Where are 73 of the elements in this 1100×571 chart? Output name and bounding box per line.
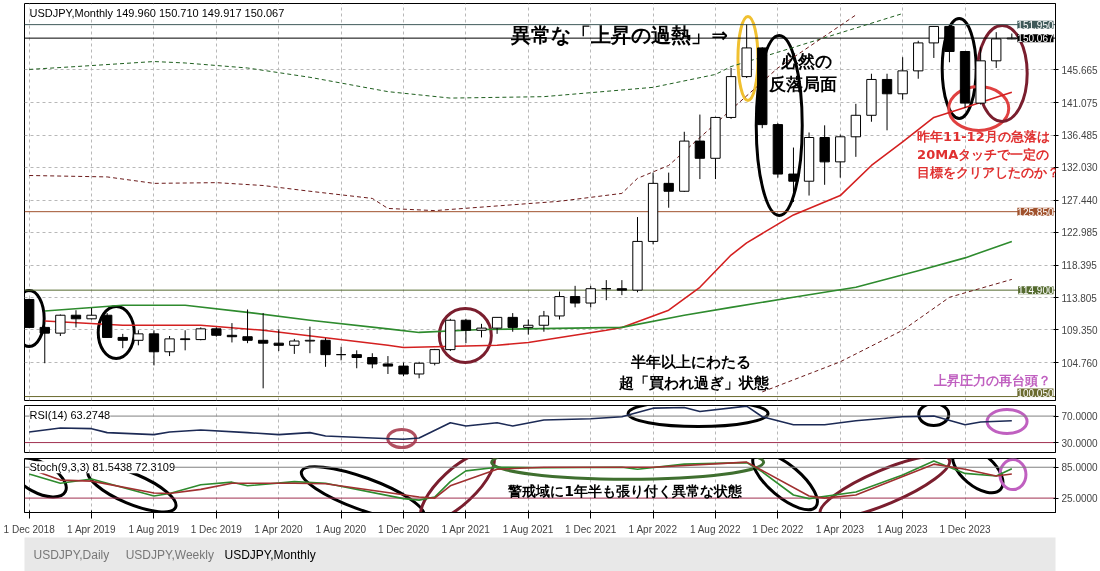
candlestick [585,285,596,308]
y-tick-label: 122.985 [1061,227,1099,239]
ref-line-label: 150.067 [1017,33,1054,45]
ref-line-label: 100.050 [1017,387,1054,399]
candlestick [616,279,628,296]
candlestick [897,56,908,101]
x-tick-label: 1 Apr 2023 [815,523,865,535]
chart-title: Stoch(9,3,3) 81.5438 72.3109 [29,461,176,474]
y-tick-label: 85.0000 [1061,462,1099,474]
y-tick-label: 30.0000 [1061,437,1099,449]
candlestick [273,329,284,352]
x-tick-label: 1 Dec 2023 [939,523,992,535]
x-tick-label: 1 Apr 2021 [441,523,491,535]
candlestick [164,335,175,357]
candlestick [320,337,331,368]
annotation: 昨年11-12月の急落は [917,128,1050,144]
y-tick-label: 109.350 [1061,324,1099,336]
candlestick [601,279,612,301]
ref-line-label: 114.900 [1018,285,1054,297]
x-tick-label: 1 Apr 2020 [254,523,304,535]
y-tick-label: 136.485 [1061,130,1099,142]
candlestick [507,312,518,333]
chart-title: USDJPY,Monthly 149.960 150.710 149.917 150.067 [29,6,285,19]
ref-line-label: 125.850 [1017,206,1054,218]
candlestick [881,73,893,131]
candlestick [101,312,113,338]
candlestick [850,103,862,158]
x-tick-label: 1 Aug 2022 [689,523,741,535]
y-tick-label: 132.030 [1061,162,1099,174]
annotation: 警戒域に1年半も張り付く異常な状態 [507,483,744,500]
candlestick [242,308,253,344]
x-tick-label: 1 Dec 2022 [752,523,804,535]
annotation: 半年以上にわたる [629,352,751,371]
x-tick-label: 1 Dec 2020 [377,523,430,535]
text: USDJPY,Monthly [224,547,316,562]
chart-title: RSI(14) 63.2748 [29,408,111,421]
y-tick-label: 104.760 [1061,357,1099,369]
x-tick-label: 1 Dec 2019 [190,523,243,535]
candlestick [179,329,191,351]
candlestick [569,285,581,308]
candlestick [694,114,706,180]
y-tick-label: 118.395 [1061,260,1098,272]
y-tick-label: 113.805 [1061,292,1098,304]
y-tick-label: 145.665 [1061,64,1099,76]
y-tick-label: 70.0000 [1061,411,1099,423]
y-tick-label: 141.075 [1061,97,1099,109]
x-tick-label: 1 Aug 2020 [315,523,367,535]
candlestick [148,329,160,366]
x-tick-label: 1 Dec 2021 [565,523,617,535]
candlestick [382,355,394,375]
candlestick [663,172,674,209]
x-tick-label: 1 Dec 2018 [3,523,56,535]
text: USDJPY,Daily [33,547,110,562]
candlestick [304,326,316,354]
text: USDJPY,Weekly [125,547,214,562]
x-tick-label: 1 Aug 2021 [502,523,554,535]
y-tick-label: 25.0000 [1061,493,1099,505]
ref-line-label: 151.950 [1017,19,1054,31]
candlestick [538,310,550,333]
x-tick-label: 1 Aug 2019 [128,523,180,535]
candlestick [788,147,799,203]
x-tick-label: 1 Aug 2023 [877,523,929,535]
annotation: 上昇圧力の再台頭？ [932,372,1051,388]
x-tick-label: 1 Apr 2019 [67,523,116,535]
x-tick-label: 1 Apr 2022 [628,523,678,535]
annotation: 超「買われ過ぎ」状態 [617,373,770,392]
y-tick-label: 127.440 [1061,195,1099,207]
candlestick [554,291,565,321]
candlestick [460,318,472,344]
candlestick [335,346,347,361]
annotation: 20MAタッチで一定の [917,146,1050,162]
line-series [43,240,1013,334]
candlestick [257,312,269,389]
